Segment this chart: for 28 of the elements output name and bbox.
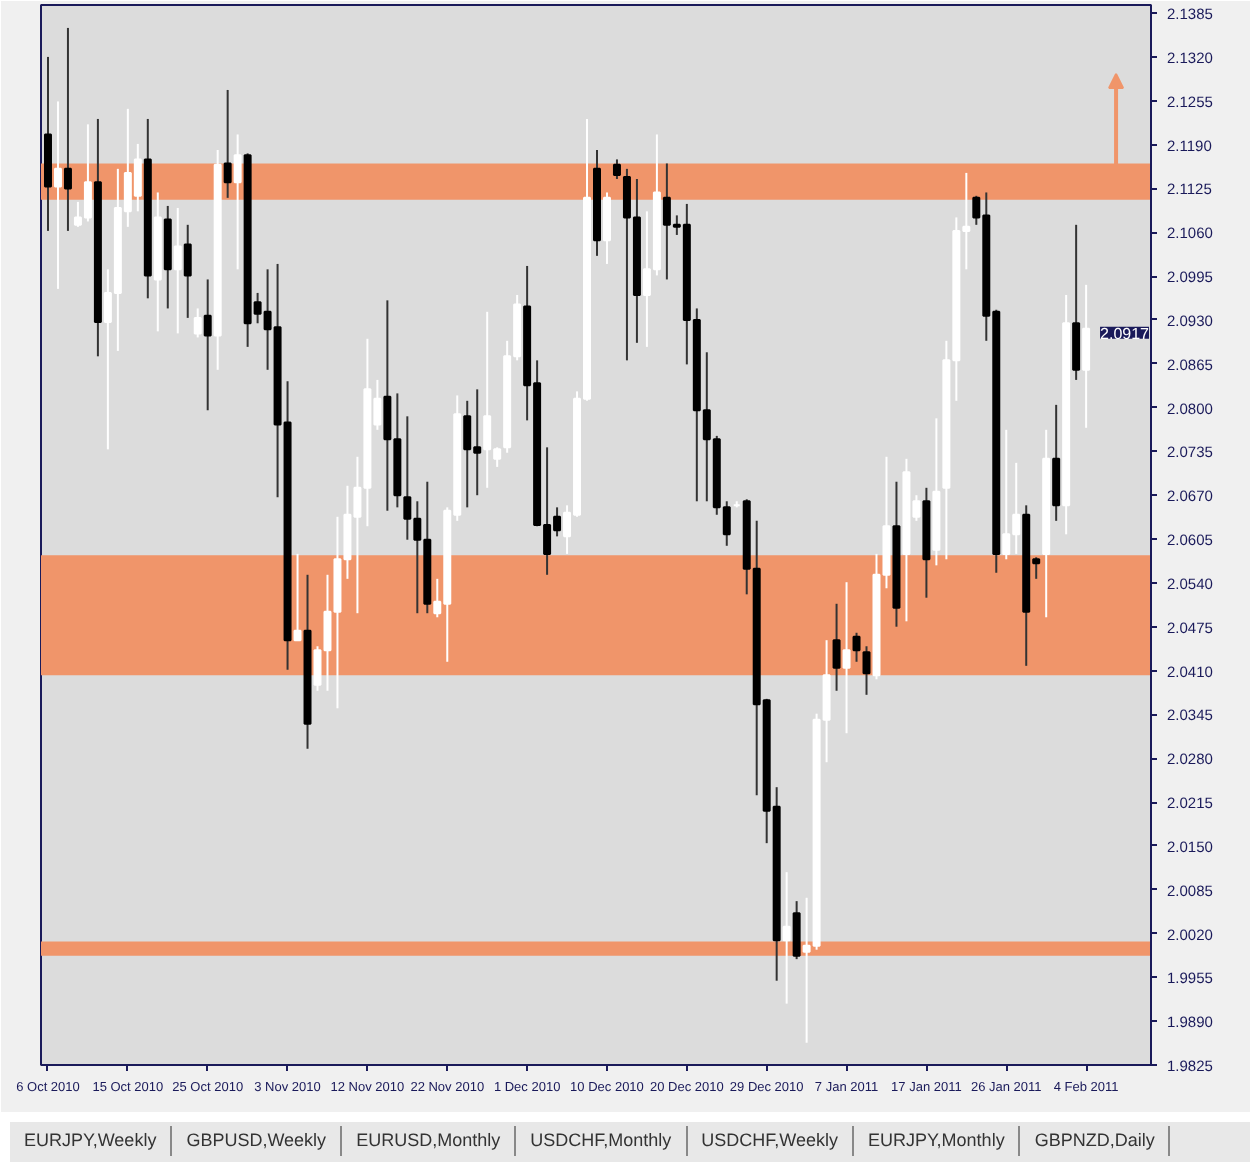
text: EURJPY,Weekly: [10, 1126, 173, 1156]
text: USDCHF,Monthly: [516, 1126, 688, 1156]
candlestick: [842, 581, 851, 735]
candlestick: [602, 191, 611, 265]
candlestick: [173, 206, 182, 335]
candlestick: [203, 278, 212, 412]
candlestick: [53, 100, 62, 290]
candlestick: [183, 223, 192, 319]
text: EURUSD,Monthly: [342, 1126, 517, 1156]
candlestick: [63, 26, 72, 232]
text: GBPUSD,Weekly: [172, 1126, 343, 1156]
candlestick: [293, 552, 302, 642]
candlestick: [852, 631, 861, 663]
candlestick: [1082, 283, 1091, 429]
candlestick: [612, 158, 621, 180]
candlestick: [1052, 403, 1061, 522]
candlestick: [1072, 223, 1081, 381]
candlestick: [862, 645, 871, 696]
candlestick: [832, 602, 841, 692]
candlestick: [193, 307, 202, 339]
text: EURJPY,Monthly: [853, 1126, 1021, 1156]
text: 2.0917: [1100, 324, 1151, 343]
text: GBPNZD,Daily: [1020, 1126, 1171, 1156]
text: USDCHF,Weekly: [687, 1126, 854, 1156]
candlestick: [792, 900, 801, 961]
candlestick: [782, 871, 791, 1005]
candlestick: [233, 133, 242, 271]
candlestick: [223, 88, 232, 199]
